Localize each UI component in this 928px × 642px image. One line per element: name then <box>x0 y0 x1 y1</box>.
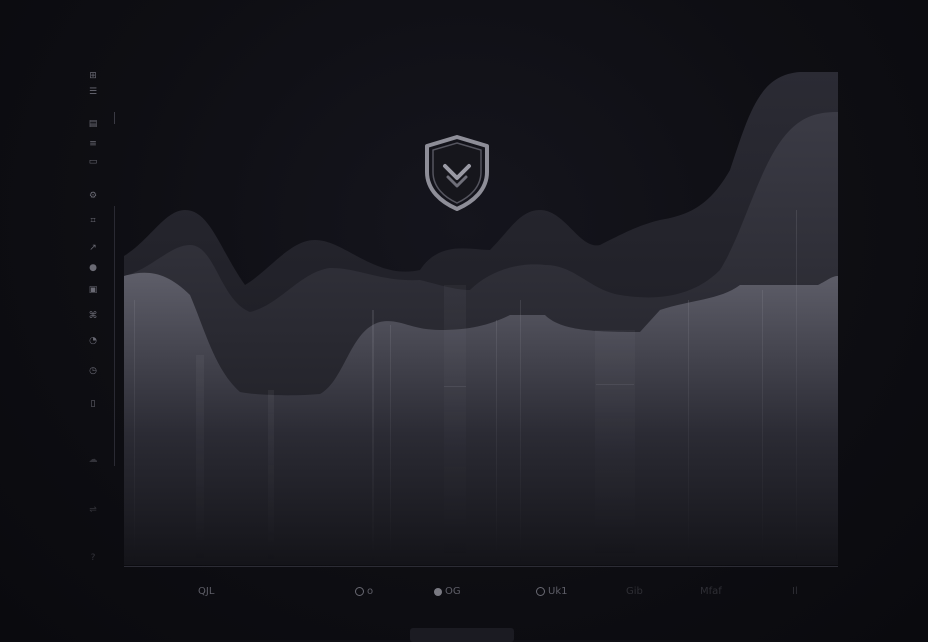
rail-scrollbar[interactable] <box>114 206 115 466</box>
list-icon[interactable]: ☰ <box>88 87 98 97</box>
doc-icon[interactable]: ▯ <box>90 399 96 409</box>
marker-line <box>596 384 634 385</box>
shield-check-icon[interactable] <box>421 134 493 212</box>
series-front-area <box>124 272 838 565</box>
dot-icon <box>434 587 442 596</box>
tag-icon[interactable]: ⌘ <box>88 311 98 321</box>
x-axis-label[interactable]: o <box>355 586 373 597</box>
x-axis-label: Gib <box>626 586 643 597</box>
cloud-icon[interactable]: ☁ <box>88 455 98 465</box>
x-axis-label: Il <box>792 586 798 597</box>
help-icon[interactable]: ? <box>90 553 96 563</box>
folder-icon[interactable]: ▭ <box>88 157 98 167</box>
clock-icon[interactable]: ◷ <box>89 366 97 376</box>
volume-bars <box>134 210 797 565</box>
share-icon[interactable]: ⇌ <box>89 505 97 515</box>
settings-icon[interactable]: ⚙ <box>88 191 98 201</box>
rail-scroll-tick <box>114 112 115 124</box>
x-axis-label: QJL <box>198 586 215 597</box>
x-axis-label[interactable]: Uk1 <box>536 586 567 597</box>
x-axis-label: Mfaf <box>700 586 722 597</box>
dot-icon[interactable]: ● <box>89 263 97 273</box>
code-icon[interactable]: ⌗ <box>90 216 96 226</box>
layers-icon[interactable]: ≡ <box>89 139 97 149</box>
ring-icon <box>536 587 545 596</box>
link-icon[interactable]: ↗ <box>89 243 97 253</box>
chat-icon[interactable]: ◔ <box>89 336 97 346</box>
table-icon[interactable]: ▤ <box>88 119 98 129</box>
marker-line <box>444 386 466 387</box>
calendar-icon[interactable]: ▣ <box>88 285 98 295</box>
x-axis-label[interactable]: OG <box>434 586 461 597</box>
grid-icon[interactable]: ⊞ <box>89 71 97 81</box>
ring-icon <box>355 587 364 596</box>
x-axis-baseline <box>124 566 838 567</box>
bottom-handle[interactable] <box>410 628 514 642</box>
sidebar-rail: ⊞ ☰ ▤ ≡ ▭ ⚙ ⌗ ↗ ● ▣ ⌘ ◔ ◷ ▯ ☁ ⇌ ? <box>80 60 120 580</box>
